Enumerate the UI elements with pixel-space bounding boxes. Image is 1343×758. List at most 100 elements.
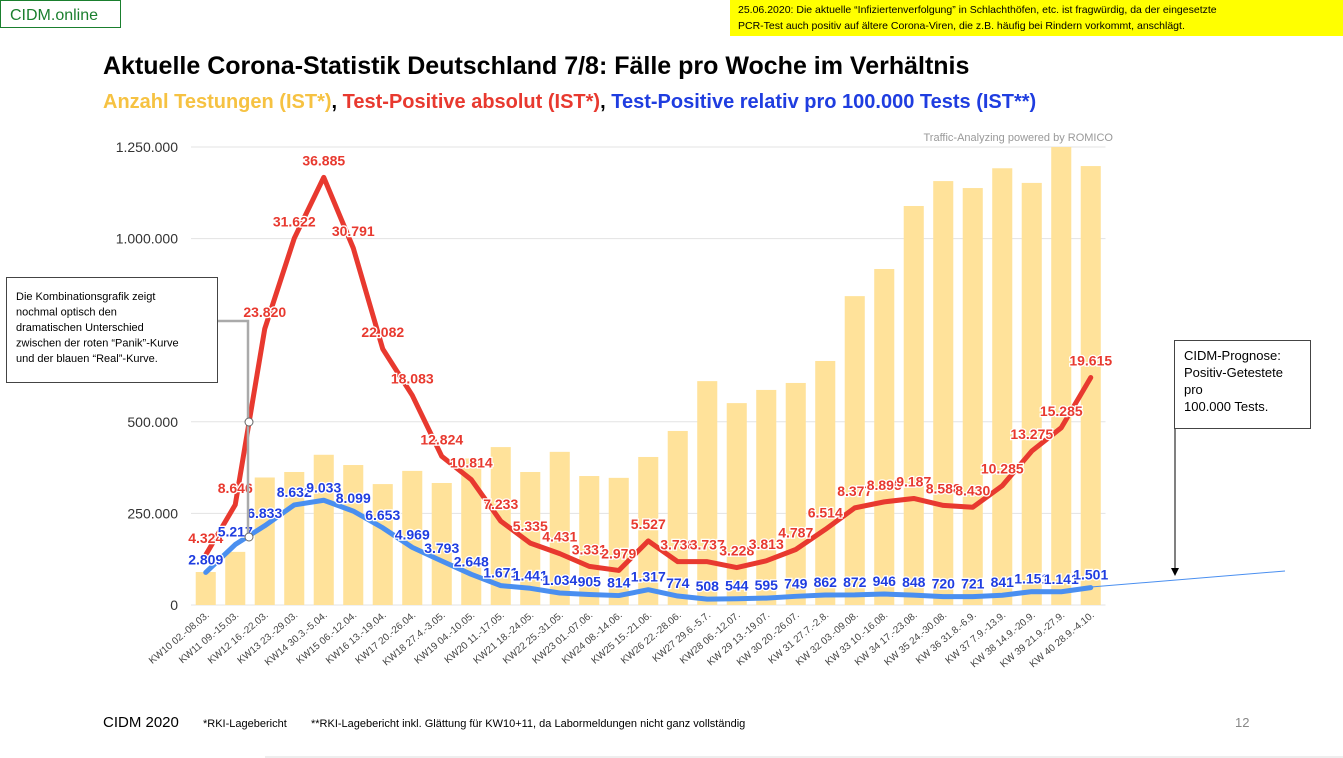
value-label: 6.833	[247, 505, 282, 521]
value-label: 774	[666, 575, 690, 591]
bar	[962, 188, 983, 605]
value-label: 721	[961, 576, 985, 592]
connector-dot	[244, 417, 254, 427]
value-label: 720	[932, 576, 956, 592]
bar	[992, 168, 1013, 605]
bar	[549, 451, 570, 605]
value-label: 3.228	[719, 543, 754, 559]
bar	[1080, 166, 1101, 605]
value-label: 36.885	[302, 152, 345, 168]
value-label: 10.285	[981, 461, 1024, 477]
arrow-head	[1171, 568, 1179, 576]
value-label: 30.791	[332, 223, 375, 239]
value-label: 946	[873, 573, 897, 589]
bar	[461, 458, 482, 605]
bar	[933, 181, 954, 605]
annotation-line: Positiv-Getestete	[1184, 365, 1283, 380]
bar	[225, 551, 246, 605]
bar	[372, 484, 393, 605]
y-tick-label: 0	[170, 597, 178, 613]
value-label: 22.082	[361, 324, 404, 340]
value-label: 4.431	[542, 529, 577, 545]
forecast-line	[1090, 570, 1286, 588]
connector	[218, 319, 250, 537]
annotation-line: dramatischen Unterschied	[16, 322, 144, 334]
bar	[874, 269, 895, 605]
bar	[313, 454, 334, 605]
value-label: 1.317	[631, 569, 666, 585]
value-label: 10.814	[450, 455, 493, 471]
connector-dot	[244, 532, 254, 542]
value-label: 8.377	[837, 483, 872, 499]
value-label: 3.331	[572, 541, 607, 557]
value-label: 8.632	[277, 484, 312, 500]
footnote: **RKI-Lagebericht inkl. Glättung für KW1…	[311, 718, 745, 730]
value-label: 13.275	[1010, 426, 1053, 442]
value-label: 19.615	[1069, 353, 1112, 369]
annotation-line: und der blauen “Real”-Kurve.	[16, 353, 158, 365]
annotation: Die Kombinationsgrafik zeigt nochmal opti…	[16, 291, 179, 365]
bar	[697, 381, 718, 605]
value-label: 2.979	[601, 545, 636, 561]
value-label: 905	[578, 574, 602, 590]
value-label: 508	[696, 578, 720, 594]
y-tick-label: 250.000	[127, 505, 178, 521]
bar	[903, 205, 924, 605]
annotation-line: pro	[1184, 382, 1203, 397]
value-label: 8.588	[926, 480, 961, 496]
bar	[756, 389, 777, 605]
value-label: 9.187	[896, 473, 931, 489]
value-label: 1.141	[1044, 571, 1079, 587]
value-label: 862	[814, 574, 838, 590]
bar	[490, 447, 511, 605]
bar	[343, 465, 364, 605]
value-label: 1.671	[483, 565, 518, 581]
value-label: 5.335	[513, 518, 548, 534]
value-label: 18.083	[391, 370, 434, 386]
annotation-line: zwischen der roten “Panik”-Kurve	[16, 338, 179, 350]
legend: Anzahl Testungen (IST*), Test-Positive a…	[103, 91, 1036, 113]
value-label: 4.969	[395, 526, 430, 542]
site-box	[0, 0, 121, 28]
legend-entry: Test-Positive absolut (IST*)	[343, 91, 600, 113]
bar	[1051, 147, 1072, 605]
bar	[1021, 182, 1042, 605]
legend-entry: Anzahl Testungen (IST*)	[103, 91, 332, 113]
page-number: 12	[1235, 715, 1249, 730]
value-label: 1.151	[1014, 571, 1049, 587]
bar	[579, 476, 600, 605]
value-label: 3.813	[749, 536, 784, 552]
notice-line: 25.06.2020: Die aktuelle “Infiziertenver…	[738, 4, 1217, 16]
value-label: 2.809	[188, 551, 223, 567]
notice-line: PCR-Test auch positiv auf ältere Corona-…	[738, 20, 1185, 32]
bar	[638, 456, 659, 605]
value-label: 544	[725, 578, 749, 594]
value-label: 3.738	[660, 537, 695, 553]
bar	[785, 382, 806, 605]
value-label: 8.646	[218, 480, 253, 496]
annotation-line: nochmal optisch den	[16, 307, 117, 319]
y-tick-label: 500.000	[127, 414, 178, 430]
value-label: 6.514	[808, 504, 843, 520]
y-tick-label: 1.000.000	[116, 231, 178, 247]
value-label: 3.737	[690, 537, 725, 553]
value-label: 8.430	[955, 482, 990, 498]
value-label: 848	[902, 574, 926, 590]
value-label: 1.441	[513, 567, 548, 583]
y-tick-label: 1.250.000	[116, 139, 178, 155]
value-label: 841	[991, 574, 1015, 590]
value-label: 23.820	[243, 304, 286, 320]
value-label: 4.787	[778, 524, 813, 540]
footnote: *RKI-Lagebericht	[203, 718, 287, 730]
annotation-line: 100.000 Tests.	[1184, 399, 1268, 414]
bar	[195, 572, 216, 605]
bar	[844, 296, 865, 605]
annotation: CIDM-Prognose: Positiv-Getestete pro 100.00…	[1184, 348, 1283, 414]
value-label: 5.527	[631, 516, 666, 532]
value-label: 7.233	[483, 496, 518, 512]
value-label: 4.324	[188, 530, 223, 546]
bar	[402, 470, 423, 605]
annotation-box	[6, 277, 218, 383]
